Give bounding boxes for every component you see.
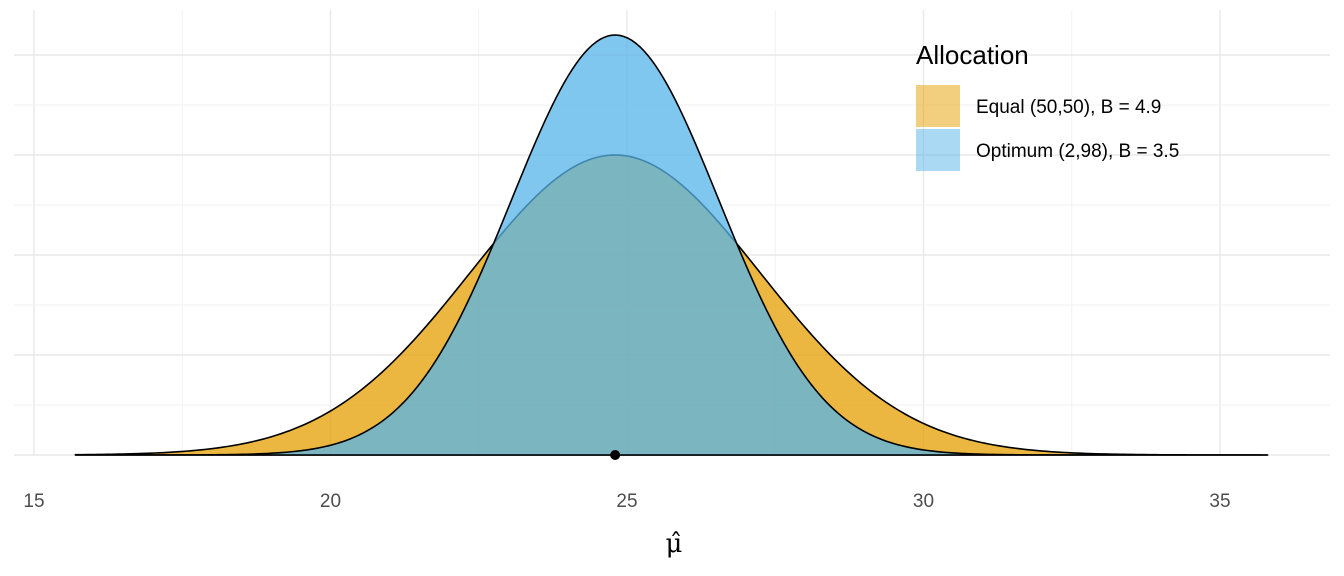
density-area-optimum	[75, 34, 1268, 456]
x-tick-label: 25	[616, 491, 637, 512]
x-axis-title: μ̂	[666, 529, 683, 559]
density-areas	[74, 34, 1269, 460]
legend-key-swatch	[916, 129, 960, 171]
x-tick-label: 20	[320, 491, 341, 512]
x-tick-label: 15	[23, 491, 44, 512]
mean-point	[610, 450, 621, 460]
legend-key-swatch	[916, 85, 960, 127]
x-tick-label: 30	[913, 491, 934, 512]
legend-title: Allocation	[916, 40, 1029, 70]
legend-label: Optimum (2,98), B = 3.5	[976, 141, 1179, 162]
x-axis-ticks: 15 20 25 30 35	[23, 491, 1230, 512]
legend: Allocation Equal (50,50), B = 4.9 Optimum…	[916, 40, 1179, 171]
x-tick-label: 35	[1209, 491, 1230, 512]
legend-label: Equal (50,50), B = 4.9	[976, 97, 1161, 118]
